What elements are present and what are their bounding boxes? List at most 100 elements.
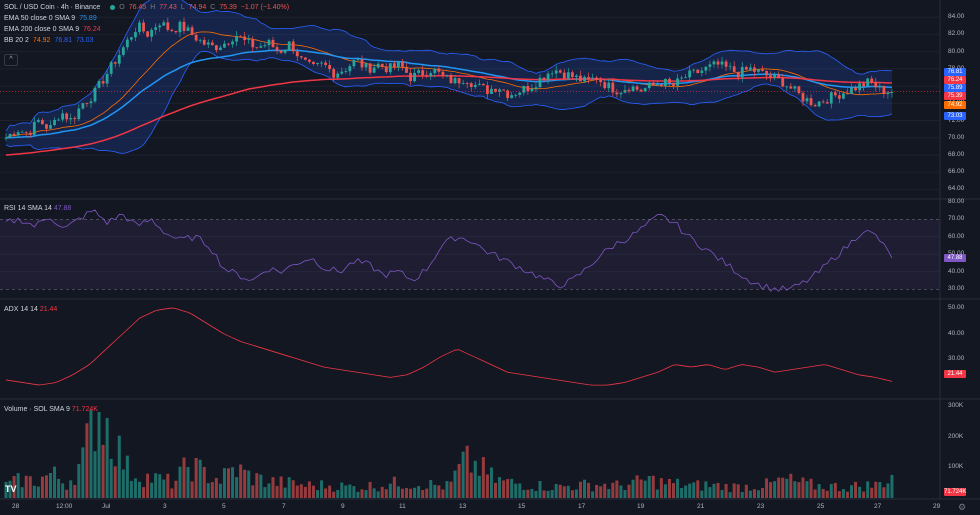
volume-bar [441, 489, 445, 498]
ema50-legend[interactable]: EMA 50 close 0 SMA 9 75.89 [4, 13, 289, 24]
candle-body [146, 31, 149, 37]
candle-body [603, 82, 607, 89]
candle-body [740, 66, 744, 78]
volume-bar [332, 491, 336, 498]
candle-body [502, 89, 505, 91]
candle-body [538, 77, 542, 88]
time-axis-label: 19 [637, 503, 645, 510]
low-value: 74.94 [188, 4, 207, 11]
volume-bar [781, 477, 785, 498]
time-axis-label: 27 [874, 503, 882, 510]
candle-body [854, 87, 857, 91]
candle-body [360, 59, 364, 68]
volume-bar [676, 478, 680, 498]
volume-bar [194, 457, 198, 498]
volume-bar [688, 483, 692, 498]
volume-bar [890, 474, 894, 498]
candle-body [162, 22, 166, 26]
volume-axis-label: 200K [948, 432, 964, 440]
volume-bar [574, 489, 578, 498]
candle-body [664, 78, 667, 87]
volume-bar [700, 490, 704, 498]
volume-bar [797, 482, 801, 498]
volume-bar [538, 480, 542, 498]
volume-bar [494, 482, 497, 498]
volume-bar [235, 477, 239, 498]
volume-axis-label: 100K [948, 463, 964, 471]
change-value: −1.07 (−1.40%) [240, 4, 290, 11]
tradingview-logo[interactable]: TV [5, 484, 17, 494]
volume-bar [862, 491, 866, 498]
candle-body [526, 85, 530, 92]
candle-body [41, 120, 44, 125]
candle-body [344, 71, 348, 73]
bollinger-upper-line [5, 0, 892, 132]
candle-body [570, 72, 574, 78]
candle-body [486, 85, 489, 94]
candle-body [271, 39, 275, 48]
time-axis-label: 9 [341, 503, 345, 510]
volume-bar [558, 484, 562, 498]
adx-legend[interactable]: ADX 14 14 21.44 [4, 304, 57, 315]
candle-body [757, 69, 760, 72]
candle-body [219, 47, 222, 51]
rsi-line [5, 209, 893, 292]
candle-body [781, 77, 785, 87]
bb-label: BB 20 2 [4, 37, 29, 44]
volume-bar [227, 468, 230, 498]
volume-bar [473, 460, 477, 498]
symbol-title[interactable]: SOL / USD Coin · 4h · Binance [4, 4, 101, 11]
volume-bar [570, 490, 574, 498]
candle-body [328, 65, 332, 70]
volume-bar [57, 478, 61, 498]
volume-bar [287, 477, 291, 498]
volume-bar [348, 484, 352, 498]
candle-body [506, 90, 510, 99]
rsi-legend[interactable]: RSI 14 SMA 14 47.88 [4, 203, 71, 214]
candle-body [494, 88, 497, 92]
price-tag: 75.89 [944, 84, 966, 92]
volume-legend[interactable]: Volume · SOL SMA 9 71.724K [4, 404, 98, 415]
candle-body [65, 113, 69, 120]
candle-body [651, 82, 655, 86]
bb-value-2: 76.81 [54, 37, 72, 44]
volume-bar [841, 489, 845, 498]
collapse-legend-button[interactable]: ^ [4, 54, 18, 66]
volume-bar [514, 483, 518, 498]
candle-body [421, 70, 425, 76]
volume-bar [554, 483, 558, 498]
candle-body [684, 77, 688, 79]
volume-bar [627, 484, 631, 498]
candle-body [388, 63, 392, 73]
price-tag: 73.03 [944, 112, 966, 120]
volume-bar [692, 482, 696, 498]
ema200-legend[interactable]: EMA 200 close 0 SMA 9 76.24 [4, 24, 289, 35]
volume-bar [133, 478, 137, 498]
volume-bar [44, 475, 48, 498]
volume-bar [299, 484, 303, 498]
candle-body [805, 98, 809, 102]
high-value: 77.43 [159, 4, 177, 11]
candle-body [279, 50, 283, 53]
volume-bar [356, 491, 360, 498]
candle-body [579, 75, 582, 82]
volume-bar [489, 467, 493, 498]
candle-body [437, 68, 441, 72]
candle-body [688, 70, 692, 78]
volume-bar [878, 482, 882, 498]
candle-body [57, 119, 60, 121]
gear-icon[interactable]: ⚙ [958, 502, 967, 512]
bb-legend[interactable]: BB 20 2 74.92 76.81 73.03 [4, 35, 289, 46]
volume-bar [364, 490, 368, 498]
volume-bar [429, 480, 433, 498]
volume-bar [777, 477, 781, 498]
volume-bar [817, 484, 821, 498]
volume-bar [40, 476, 44, 498]
volume-bar [599, 486, 603, 498]
volume-bar [413, 487, 417, 498]
rsi-axis-label: 60.00 [948, 232, 965, 240]
volume-bar [578, 481, 582, 498]
volume-bar [655, 489, 659, 498]
